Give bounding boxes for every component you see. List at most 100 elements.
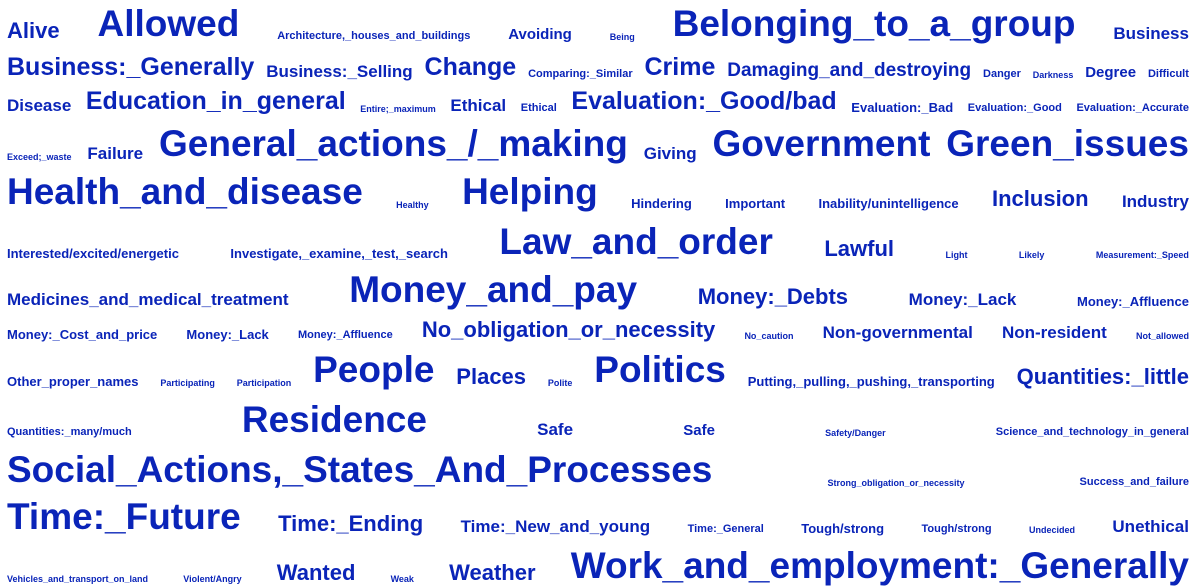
cloud-word[interactable]: Inability/unintelligence: [818, 196, 959, 211]
cloud-word[interactable]: Participation: [236, 378, 292, 388]
cloud-word[interactable]: Allowed: [97, 3, 240, 44]
cloud-word[interactable]: Medicines_and_medical_treatment: [7, 290, 289, 309]
cloud-word[interactable]: Tough/strong: [921, 523, 992, 535]
cloud-word[interactable]: Architecture,_houses_and_buildings: [277, 30, 471, 42]
word-row: Other_proper_names Participating Participa…: [7, 346, 1189, 388]
cloud-word[interactable]: Measurement:_Speed: [1095, 250, 1189, 260]
cloud-word[interactable]: Putting,_pulling,_pushing,_transporting: [747, 374, 995, 389]
cloud-word[interactable]: Vehicles_and_transport_on_land: [7, 574, 149, 584]
cloud-word[interactable]: Evaluation:_Good: [967, 102, 1062, 114]
cloud-word[interactable]: Disease: [7, 96, 72, 115]
cloud-word[interactable]: Avoiding: [508, 26, 572, 43]
cloud-word[interactable]: Quantities:_little: [1016, 364, 1189, 389]
cloud-word[interactable]: Hindering: [631, 196, 692, 211]
cloud-word[interactable]: Time:_Future: [7, 496, 241, 537]
cloud-word[interactable]: Interested/excited/energetic: [7, 246, 179, 261]
cloud-word[interactable]: Education_in_general: [85, 87, 346, 115]
cloud-word[interactable]: Ethical: [520, 102, 557, 114]
cloud-word[interactable]: Weather: [449, 560, 536, 585]
cloud-word[interactable]: Exceed;_waste: [7, 152, 72, 162]
cloud-word[interactable]: Unethical: [1112, 517, 1189, 536]
cloud-word[interactable]: Giving: [643, 144, 697, 163]
cloud-word[interactable]: Evaluation:_Good/bad: [571, 87, 837, 115]
cloud-word[interactable]: Darkness: [1032, 70, 1074, 80]
cloud-word[interactable]: Safety/Danger: [825, 428, 886, 438]
cloud-word[interactable]: Not_allowed: [1135, 331, 1189, 341]
cloud-word[interactable]: Undecided: [1028, 525, 1075, 535]
cloud-word[interactable]: Being: [609, 32, 635, 42]
cloud-word[interactable]: Comparing:_Similar: [528, 68, 633, 80]
cloud-word[interactable]: Residence: [241, 399, 427, 440]
cloud-word[interactable]: Safe: [537, 420, 574, 439]
cloud-word[interactable]: Inclusion: [992, 186, 1089, 211]
cloud-word[interactable]: Investigate,_examine,_test,_search: [230, 246, 448, 261]
cloud-word[interactable]: Government: [712, 123, 931, 164]
cloud-word[interactable]: Other_proper_names: [7, 374, 139, 389]
cloud-word[interactable]: Industry: [1121, 192, 1189, 211]
cloud-word[interactable]: Business:_Generally: [7, 53, 255, 81]
cloud-word[interactable]: Non-governmental: [822, 323, 973, 342]
cloud-word[interactable]: Time:_New_and_young: [460, 517, 651, 536]
word-row: Alive Allowed Architecture,_houses_and_bui…: [7, 2, 1189, 42]
cloud-word[interactable]: Danger: [983, 68, 1021, 80]
cloud-word[interactable]: Damaging_and_destroying: [727, 60, 972, 81]
cloud-word[interactable]: Lawful: [824, 236, 894, 261]
cloud-word[interactable]: Money:_Lack: [186, 327, 269, 342]
cloud-word[interactable]: Difficult: [1147, 68, 1189, 80]
cloud-word[interactable]: Business:_Selling: [266, 62, 413, 81]
cloud-word[interactable]: Weak: [390, 574, 414, 584]
cloud-word[interactable]: Evaluation:_Bad: [851, 100, 954, 115]
word-row: Vehicles_and_transport_on_land Violent/An…: [7, 540, 1189, 584]
cloud-word[interactable]: Business: [1113, 24, 1189, 43]
cloud-word[interactable]: Alive: [7, 18, 60, 43]
cloud-word[interactable]: Money:_Affluence: [1077, 294, 1189, 309]
cloud-word[interactable]: Healthy: [396, 200, 429, 210]
word-row: Quantities:_many/much Residence Safe Safe Sa…: [7, 396, 1189, 438]
cloud-word[interactable]: Money:_Affluence: [297, 329, 393, 341]
cloud-word[interactable]: Time:_Ending: [278, 511, 424, 536]
cloud-word[interactable]: Wanted: [276, 560, 356, 585]
cloud-word[interactable]: Violent/Angry: [183, 574, 242, 584]
cloud-word[interactable]: Ethical: [450, 96, 507, 115]
cloud-word[interactable]: Success_and_failure: [1079, 476, 1189, 488]
cloud-word[interactable]: Money:_Lack: [908, 290, 1017, 309]
cloud-word[interactable]: Safe: [683, 422, 715, 439]
word-row: Exceed;_waste Failure General_actions_/_ma…: [7, 118, 1189, 162]
cloud-word[interactable]: Law_and_order: [499, 221, 773, 262]
cloud-word[interactable]: People: [313, 349, 435, 390]
cloud-word[interactable]: Money_and_pay: [349, 269, 638, 310]
cloud-word[interactable]: No_caution: [744, 331, 794, 341]
cloud-word[interactable]: Strong_obligation_or_necessity: [827, 478, 965, 488]
cloud-word[interactable]: Belonging_to_a_group: [672, 3, 1076, 44]
cloud-word[interactable]: Important: [725, 196, 786, 211]
cloud-word[interactable]: Participating: [160, 378, 215, 388]
word-row: Interested/excited/energetic Investigate,…: [7, 216, 1189, 260]
cloud-word[interactable]: Green_issues: [946, 123, 1189, 164]
cloud-word[interactable]: Entire;_maximum: [360, 104, 436, 114]
cloud-word[interactable]: No_obligation_or_necessity: [421, 317, 716, 342]
cloud-word[interactable]: General_actions_/_making: [158, 123, 628, 164]
cloud-word[interactable]: Money:_Debts: [697, 284, 849, 309]
cloud-word[interactable]: Failure: [87, 144, 144, 163]
cloud-word[interactable]: Money:_Cost_and_price: [7, 327, 158, 342]
cloud-word[interactable]: Light: [945, 250, 968, 260]
cloud-word[interactable]: Likely: [1018, 250, 1045, 260]
cloud-word[interactable]: Work_and_employment:_Generally: [570, 545, 1189, 586]
cloud-word[interactable]: Quantities:_many/much: [7, 426, 132, 438]
cloud-word[interactable]: Helping: [462, 171, 598, 212]
cloud-word[interactable]: Social_Actions,_States_And_Processes: [7, 449, 713, 490]
cloud-word[interactable]: Evaluation:_Accurate: [1076, 102, 1189, 114]
cloud-word[interactable]: Tough/strong: [801, 521, 885, 536]
cloud-word[interactable]: Politics: [594, 349, 726, 390]
cloud-word[interactable]: Polite: [547, 378, 573, 388]
cloud-word[interactable]: Degree: [1085, 64, 1137, 81]
cloud-word[interactable]: Change: [424, 53, 517, 81]
word-row: Business:_Generally Business:_Selling Chan…: [7, 48, 1189, 81]
cloud-word[interactable]: Non-resident: [1001, 323, 1107, 342]
word-row: Disease Education_in_general Entire;_maxim…: [7, 82, 1189, 115]
cloud-word[interactable]: Crime: [644, 53, 716, 81]
cloud-word[interactable]: Places: [456, 364, 527, 389]
cloud-word[interactable]: Science_and_technology_in_general: [995, 426, 1189, 438]
cloud-word[interactable]: Time:_General: [687, 523, 764, 535]
cloud-word[interactable]: Health_and_disease: [7, 171, 363, 212]
